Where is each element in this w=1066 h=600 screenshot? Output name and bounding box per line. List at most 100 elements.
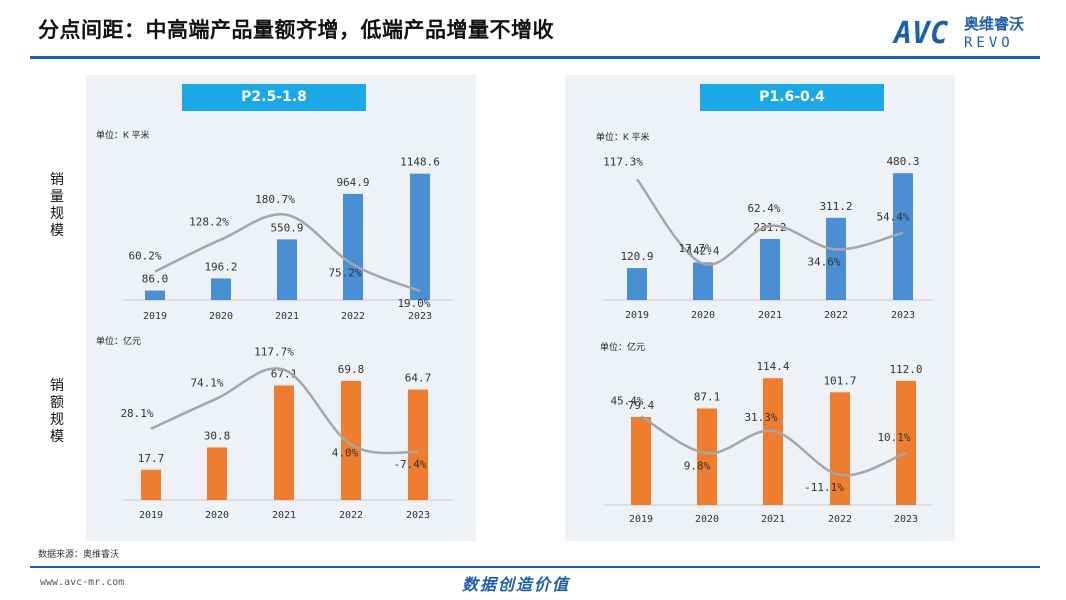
bar-2022 xyxy=(826,217,846,300)
bar-2023 xyxy=(893,173,913,300)
growth-label: -11.1% xyxy=(804,481,844,494)
growth-label: -7.4% xyxy=(393,458,426,471)
x-tick-label: 2020 xyxy=(695,514,719,525)
bar-2022 xyxy=(341,380,361,500)
x-tick-label: 2019 xyxy=(625,310,649,321)
growth-label: 180.7% xyxy=(255,193,295,206)
bar-value-label: 87.1 xyxy=(694,390,721,403)
bar-value-label: 114.4 xyxy=(756,360,789,373)
x-tick-label: 2022 xyxy=(341,311,365,322)
growth-label: 117.3% xyxy=(603,155,643,168)
bar-2021 xyxy=(277,239,297,300)
growth-label: 74.1% xyxy=(190,376,223,389)
bar-value-label: 311.2 xyxy=(819,200,852,213)
bar-2021 xyxy=(763,378,783,505)
x-tick-label: 2023 xyxy=(894,514,918,525)
bar-value-label: 69.8 xyxy=(338,363,365,376)
bar-value-label: 120.9 xyxy=(620,250,653,263)
x-tick-label: 2021 xyxy=(761,514,785,525)
growth-label: 34.6% xyxy=(807,255,840,268)
bar-2020 xyxy=(207,447,227,500)
bar-value-label: 480.3 xyxy=(886,155,919,168)
growth-label: 128.2% xyxy=(189,216,229,229)
footer-slogan: 数据创造价值 xyxy=(462,575,571,594)
row-label-volume: 销量规模 xyxy=(50,172,64,239)
bar-value-label: 231.2 xyxy=(753,221,786,234)
x-tick-label: 2023 xyxy=(408,311,432,322)
growth-label: 9.8% xyxy=(684,459,711,472)
bar-2021 xyxy=(760,238,780,300)
x-tick-label: 2021 xyxy=(272,510,296,521)
logo-sub: REVO xyxy=(964,35,1014,51)
x-tick-label: 2022 xyxy=(828,514,852,525)
panel-title-left: P2.5-1.8 xyxy=(182,84,366,111)
growth-label: 28.1% xyxy=(120,407,153,420)
bar-2023 xyxy=(408,389,428,500)
page-title: 分点间距：中高端产品量额齐增，低端产品增量不增收 xyxy=(38,18,554,42)
bar-value-label: 67.1 xyxy=(271,367,298,380)
growth-label: 17.7% xyxy=(678,242,711,255)
growth-label: 62.4% xyxy=(747,202,780,215)
growth-label: 31.3% xyxy=(744,411,777,424)
x-tick-label: 2022 xyxy=(339,510,363,521)
logo-chinese: 奥维睿沃 xyxy=(964,15,1024,33)
x-tick-label: 2019 xyxy=(143,311,167,322)
growth-line xyxy=(640,415,907,477)
growth-label: 75.2% xyxy=(328,267,361,280)
bar-2019 xyxy=(145,290,165,300)
row-label-value: 销额规模 xyxy=(50,378,64,445)
x-tick-label: 2022 xyxy=(824,310,848,321)
bar-value-label: 964.9 xyxy=(336,176,369,189)
bar-value-label: 64.7 xyxy=(405,372,432,385)
bar-2022 xyxy=(830,392,850,505)
bar-2020 xyxy=(693,262,713,300)
panel-title-right: P1.6-0.4 xyxy=(700,84,884,111)
bar-2019 xyxy=(141,469,161,500)
x-tick-label: 2019 xyxy=(629,514,653,525)
growth-label: 19.0% xyxy=(397,297,430,310)
growth-label: 45.4% xyxy=(610,394,643,407)
header-rule xyxy=(30,56,1040,59)
growth-label: 117.7% xyxy=(254,346,294,359)
growth-line xyxy=(636,178,904,266)
bar-2021 xyxy=(274,385,294,500)
bar-value-label: 196.2 xyxy=(204,260,237,273)
unit-label-left-volume: 单位：K 平米 xyxy=(96,130,150,140)
x-tick-label: 2020 xyxy=(205,510,229,521)
growth-line xyxy=(150,367,419,455)
growth-line xyxy=(154,213,421,293)
bar-value-label: 550.9 xyxy=(270,221,303,234)
x-tick-label: 2021 xyxy=(758,310,782,321)
panel-p1-6-0-4 xyxy=(565,75,955,541)
bar-value-label: 1148.6 xyxy=(400,156,440,169)
x-tick-label: 2020 xyxy=(209,311,233,322)
x-tick-label: 2019 xyxy=(139,510,163,521)
bar-2020 xyxy=(697,408,717,505)
bar-value-label: 79.4 xyxy=(628,399,655,412)
bar-value-label: 86.0 xyxy=(142,273,169,286)
footer-url[interactable]: www.avc-mr.com xyxy=(40,577,125,588)
x-tick-label: 2023 xyxy=(406,510,430,521)
bar-value-label: 142.4 xyxy=(686,244,719,257)
bar-value-label: 30.8 xyxy=(204,429,231,442)
unit-label-right-volume: 单位：K 平米 xyxy=(596,132,650,142)
bar-2022 xyxy=(343,193,363,300)
x-tick-label: 2023 xyxy=(891,310,915,321)
data-source: 数据来源：奥维睿沃 xyxy=(38,550,120,560)
growth-label: 4.0% xyxy=(332,447,359,460)
avc-logo: AVC 奥维睿沃 REVO xyxy=(892,15,1024,51)
unit-label-right-value: 单位：亿元 xyxy=(600,342,646,352)
x-tick-label: 2021 xyxy=(275,311,299,322)
growth-label: 54.4% xyxy=(876,211,909,224)
bar-value-label: 112.0 xyxy=(889,363,922,376)
x-tick-label: 2020 xyxy=(691,310,715,321)
unit-label-left-value: 单位：亿元 xyxy=(96,336,142,346)
growth-label: 60.2% xyxy=(128,250,161,263)
growth-label: 10.1% xyxy=(877,431,910,444)
footer-rule xyxy=(30,566,1040,568)
bar-2019 xyxy=(627,268,647,300)
bar-2023 xyxy=(896,380,916,505)
bar-value-label: 101.7 xyxy=(823,374,856,387)
bar-2020 xyxy=(211,278,231,300)
